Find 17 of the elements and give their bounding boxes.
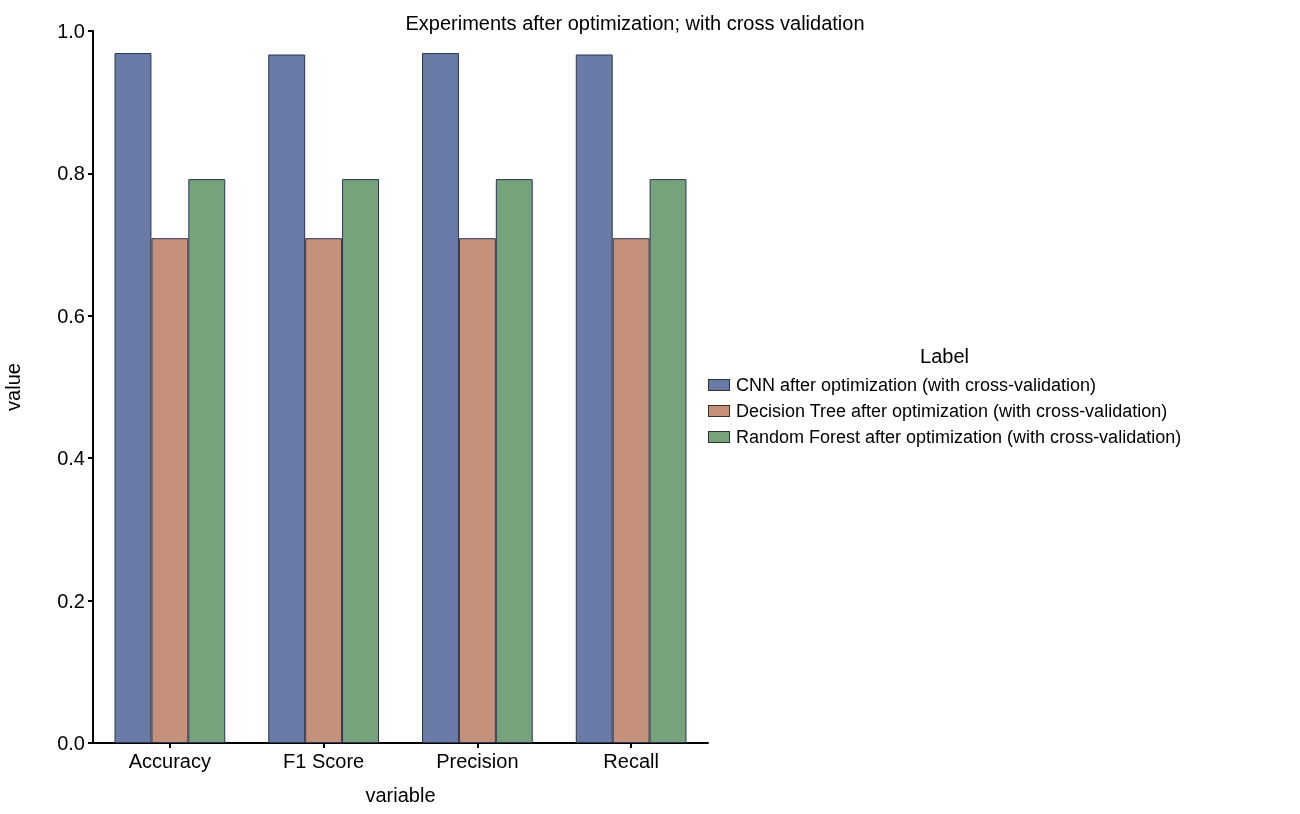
legend-title: Label [919,345,971,368]
y-axis-title: value [2,363,24,411]
y-tick-label: 1.0 [57,20,85,42]
legend-label: CNN after optimization (with cross-validation) [736,374,1097,396]
y-tick-label: 0.2 [57,589,85,612]
y-tick-label: 0.8 [57,162,85,185]
legend-label: Random Forest after optimization (with cross-validation) [736,426,1182,448]
x-tick-label: F1 Score [283,750,365,772]
x-tick-label: Accuracy [128,750,211,772]
legend-label: Decision Tree after optimization (with cross-validation) [736,400,1168,422]
chart-title: Experiments after optimization; with cross validation [405,12,865,34]
y-tick-label: 0.4 [57,447,85,470]
y-tick-label: 0.6 [57,304,85,327]
x-tick-label: Precision [436,750,519,772]
y-tick-label: 0.0 [57,732,85,754]
x-tick-label: Recall [603,750,659,772]
x-axis-title: variable [365,784,436,806]
